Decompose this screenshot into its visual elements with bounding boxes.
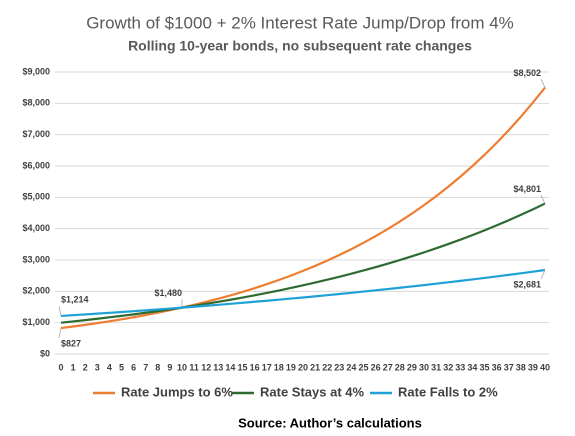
x-tick-label: 6 xyxy=(131,362,136,372)
series-line xyxy=(60,202,546,324)
y-tick-label: $9,000 xyxy=(22,66,50,76)
x-tick-label: 22 xyxy=(322,362,332,372)
x-tick-label: 19 xyxy=(286,362,296,372)
x-tick-label: 1 xyxy=(71,362,76,372)
legend-label: Rate Falls to 2% xyxy=(398,384,498,399)
x-tick-label: 30 xyxy=(419,362,429,372)
x-tick-label: 23 xyxy=(334,362,344,372)
chart-title: Growth of $1000 + 2% Interest Rate Jump/… xyxy=(86,13,514,32)
data-label: $4,801 xyxy=(513,184,541,194)
x-tick-label: 7 xyxy=(143,362,148,372)
x-tick-label: 8 xyxy=(155,362,160,372)
x-tick-label: 34 xyxy=(467,362,477,372)
label-leader xyxy=(58,306,62,317)
x-tick-label: 20 xyxy=(298,362,308,372)
x-tick-label: 33 xyxy=(455,362,465,372)
x-tick-label: 37 xyxy=(504,362,514,372)
label-leader xyxy=(540,79,546,88)
x-tick-label: 9 xyxy=(167,362,172,372)
label-leader xyxy=(540,194,546,204)
y-tick-label: $3,000 xyxy=(22,254,50,264)
x-tick-label: 13 xyxy=(213,362,223,372)
y-tick-label: $8,000 xyxy=(22,98,50,108)
y-tick-label: $6,000 xyxy=(22,160,50,170)
y-tick-label: $2,000 xyxy=(22,286,50,296)
x-tick-label: 28 xyxy=(395,362,405,372)
label-leader xyxy=(58,328,62,338)
x-tick-label: 25 xyxy=(358,362,368,372)
x-tick-label: 14 xyxy=(225,362,235,372)
x-tick-label: 17 xyxy=(262,362,272,372)
x-tick-label: 32 xyxy=(443,362,453,372)
x-tick-label: 39 xyxy=(528,362,538,372)
y-tick-label: $0 xyxy=(40,348,50,358)
x-tick-label: 27 xyxy=(383,362,393,372)
x-tick-label: 29 xyxy=(407,362,417,372)
legend-label: Rate Stays at 4% xyxy=(260,384,364,399)
y-tick-label: $4,000 xyxy=(22,223,50,233)
x-tick-label: 24 xyxy=(346,362,356,372)
x-tick-label: 16 xyxy=(250,362,260,372)
label-leader xyxy=(540,269,546,280)
x-tick-label: 40 xyxy=(540,362,550,372)
x-tick-label: 2 xyxy=(83,362,88,372)
data-label: $1,214 xyxy=(61,294,89,304)
chart-subtitle: Rolling 10-year bonds, no subsequent rat… xyxy=(128,38,472,54)
x-tick-label: 3 xyxy=(95,362,100,372)
y-tick-label: $1,000 xyxy=(22,317,50,327)
data-label: $2,681 xyxy=(513,279,541,289)
x-tick-label: 10 xyxy=(177,362,187,372)
x-tick-label: 15 xyxy=(237,362,247,372)
legend-label: Rate Jumps to 6% xyxy=(121,384,233,399)
y-tick-label: $7,000 xyxy=(22,129,50,139)
y-tick-label: $5,000 xyxy=(22,192,50,202)
x-tick-label: 26 xyxy=(371,362,381,372)
data-label: $8,502 xyxy=(513,68,541,78)
source-note: Source: Author’s calculations xyxy=(238,415,422,430)
series-line xyxy=(60,268,546,318)
x-tick-label: 18 xyxy=(274,362,284,372)
x-tick-label: 0 xyxy=(58,362,63,372)
x-tick-label: 21 xyxy=(310,362,320,372)
x-tick-label: 5 xyxy=(119,362,124,372)
x-tick-label: 38 xyxy=(516,362,526,372)
series-line xyxy=(60,86,546,330)
x-tick-label: 11 xyxy=(189,362,199,372)
x-tick-label: 31 xyxy=(431,362,441,372)
data-label: $1,480 xyxy=(154,288,182,298)
x-tick-label: 36 xyxy=(492,362,502,372)
x-tick-label: 4 xyxy=(107,362,112,372)
x-tick-label: 35 xyxy=(479,362,489,372)
data-label: $827 xyxy=(61,338,81,348)
x-tick-label: 12 xyxy=(201,362,211,372)
